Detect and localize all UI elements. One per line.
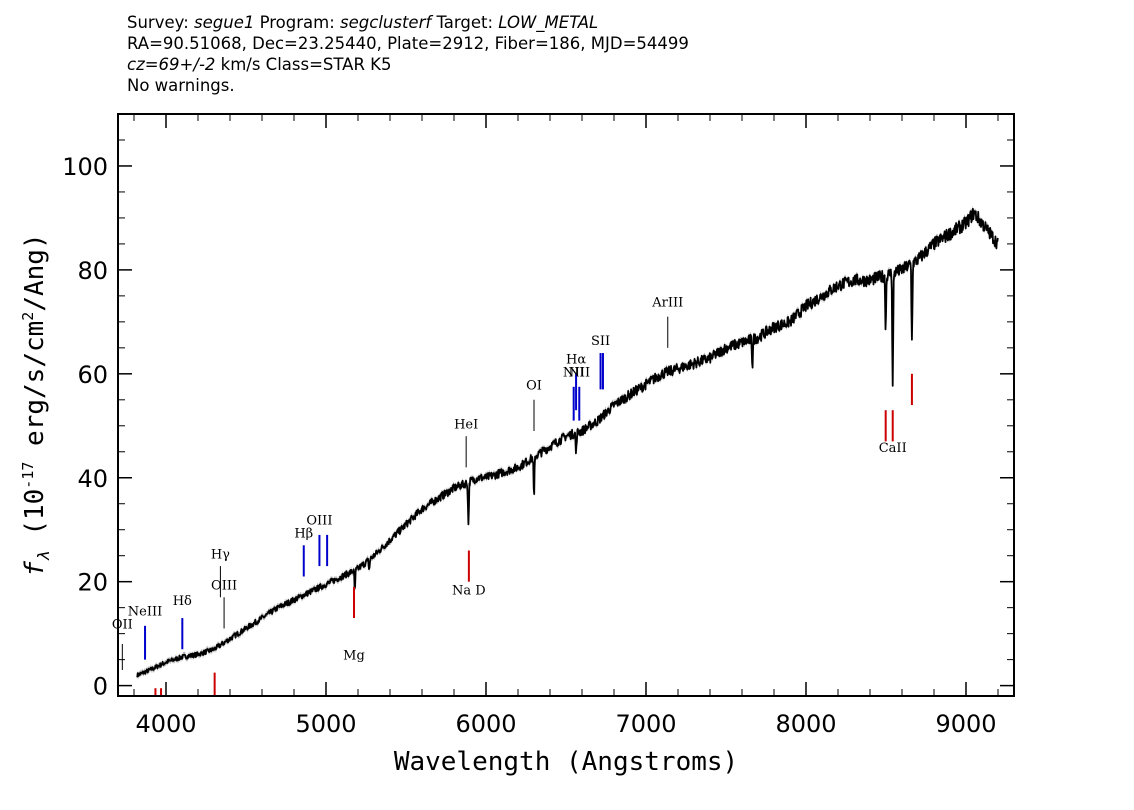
program-label: Program: — [259, 13, 335, 32]
line-label: OIII — [306, 514, 332, 529]
line-label: Hβ — [294, 527, 313, 542]
error-band — [137, 205, 998, 681]
line-label: Mg — [343, 649, 365, 664]
target-label: Target: — [436, 13, 494, 32]
y-tick-label: 100 — [62, 153, 108, 181]
line-label: OI — [526, 378, 542, 393]
survey-label: Survey: — [127, 13, 189, 32]
line-label: OIII — [211, 578, 237, 593]
target-value: LOW_METAL — [498, 13, 599, 32]
line-label: ArIII — [651, 295, 683, 310]
header-line-2: RA=90.51068, Dec=23.25440, Plate=2912, F… — [127, 34, 689, 53]
line-label: OII — [112, 617, 133, 632]
line-label: HeI — [454, 417, 478, 432]
x-tick-label: 6000 — [455, 710, 516, 738]
line-label: SII — [591, 334, 610, 349]
spectrum-line — [136, 207, 999, 678]
redshift-value: cz=69+/-2 — [127, 55, 216, 74]
line-label: Hδ — [173, 594, 192, 609]
x-tick-label: 5000 — [295, 710, 356, 738]
y-tick-label: 60 — [77, 361, 108, 389]
x-tick-label: 8000 — [775, 710, 836, 738]
x-tick-label: 7000 — [615, 710, 676, 738]
header-line-4: No warnings. — [127, 76, 235, 95]
plot-frame — [117, 113, 1015, 697]
x-tick-label: 9000 — [935, 710, 996, 738]
line-label: Hα — [566, 352, 586, 367]
line-labels-layer: OIINeIIIHδHγOIIIHβOIIIHeIOINIIHαNIISIIAr… — [112, 295, 913, 696]
series-layer — [136, 205, 999, 681]
x-tick-label: 4000 — [135, 710, 196, 738]
header-line-1: Survey: segue1 Program: segclusterf Targ… — [127, 12, 689, 33]
y-tick-label: 0 — [93, 673, 108, 701]
y-tick-label: 20 — [77, 569, 108, 597]
line-label: Hγ — [211, 547, 230, 562]
line-label: NII — [568, 365, 590, 380]
line-label: CaII — [879, 441, 907, 456]
program-value: segclusterf — [340, 13, 432, 32]
y-axis-title: fλ (10-17 erg/s/cm2/Ang) — [19, 233, 53, 576]
x-axis-title: Wavelength (Angstroms) — [394, 747, 738, 777]
line-label: NeIII — [128, 604, 162, 619]
y-tick-label: 80 — [77, 257, 108, 285]
spectrum-header: Survey: segue1 Program: segclusterf Targ… — [127, 12, 689, 96]
y-tick-label: 40 — [77, 465, 108, 493]
line-label: Na D — [452, 584, 486, 599]
class-info: km/s Class=STAR K5 — [220, 55, 392, 74]
line-label: NII — [563, 365, 585, 380]
header-line-3: cz=69+/-2 km/s Class=STAR K5 — [127, 54, 689, 75]
survey-value: segue1 — [194, 13, 255, 32]
ticks-layer: 4000 5000 6000 7000 8000 9000 0 20 40 60 80 100 — [62, 114, 1014, 738]
